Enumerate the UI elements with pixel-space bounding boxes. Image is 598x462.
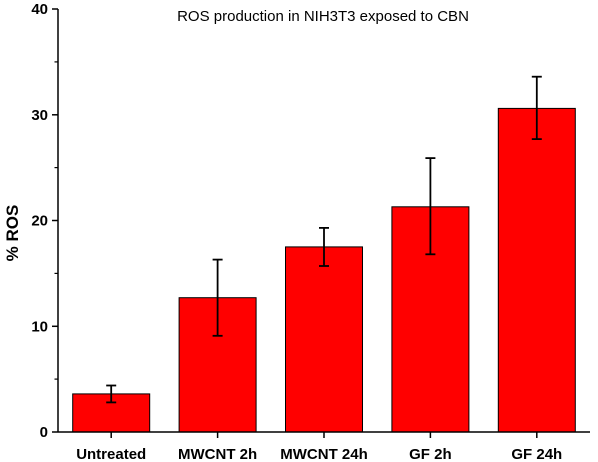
bar-2: [285, 246, 363, 433]
y-tick-label-2: 20: [31, 213, 48, 230]
y-tick-label-3: 30: [31, 107, 48, 124]
x-tick-label-0: Untreated: [76, 446, 146, 462]
y-tick-label-1: 10: [31, 318, 48, 335]
x-labels-group: Untreated MWCNT 2h MWCNT 24h GF 2h GF 24h: [76, 446, 562, 462]
y-tick-label-0: 0: [40, 424, 48, 441]
chart-title: ROS production in NIH3T3 exposed to CBN: [177, 8, 469, 25]
x-tick-label-2: MWCNT 24h: [280, 446, 368, 462]
bars-group: [72, 107, 576, 433]
y-tick-label-4: 40: [31, 1, 48, 18]
bar-4: [497, 107, 576, 433]
x-tick-label-3: GF 2h: [409, 446, 452, 462]
x-tick-label-1: MWCNT 2h: [178, 446, 257, 462]
y-ticks-group: 0 10 20 30 40: [31, 1, 58, 441]
x-tick-label-4: GF 24h: [511, 446, 562, 462]
y-axis-label: % ROS: [3, 205, 22, 262]
error-bars-group: [106, 75, 542, 404]
